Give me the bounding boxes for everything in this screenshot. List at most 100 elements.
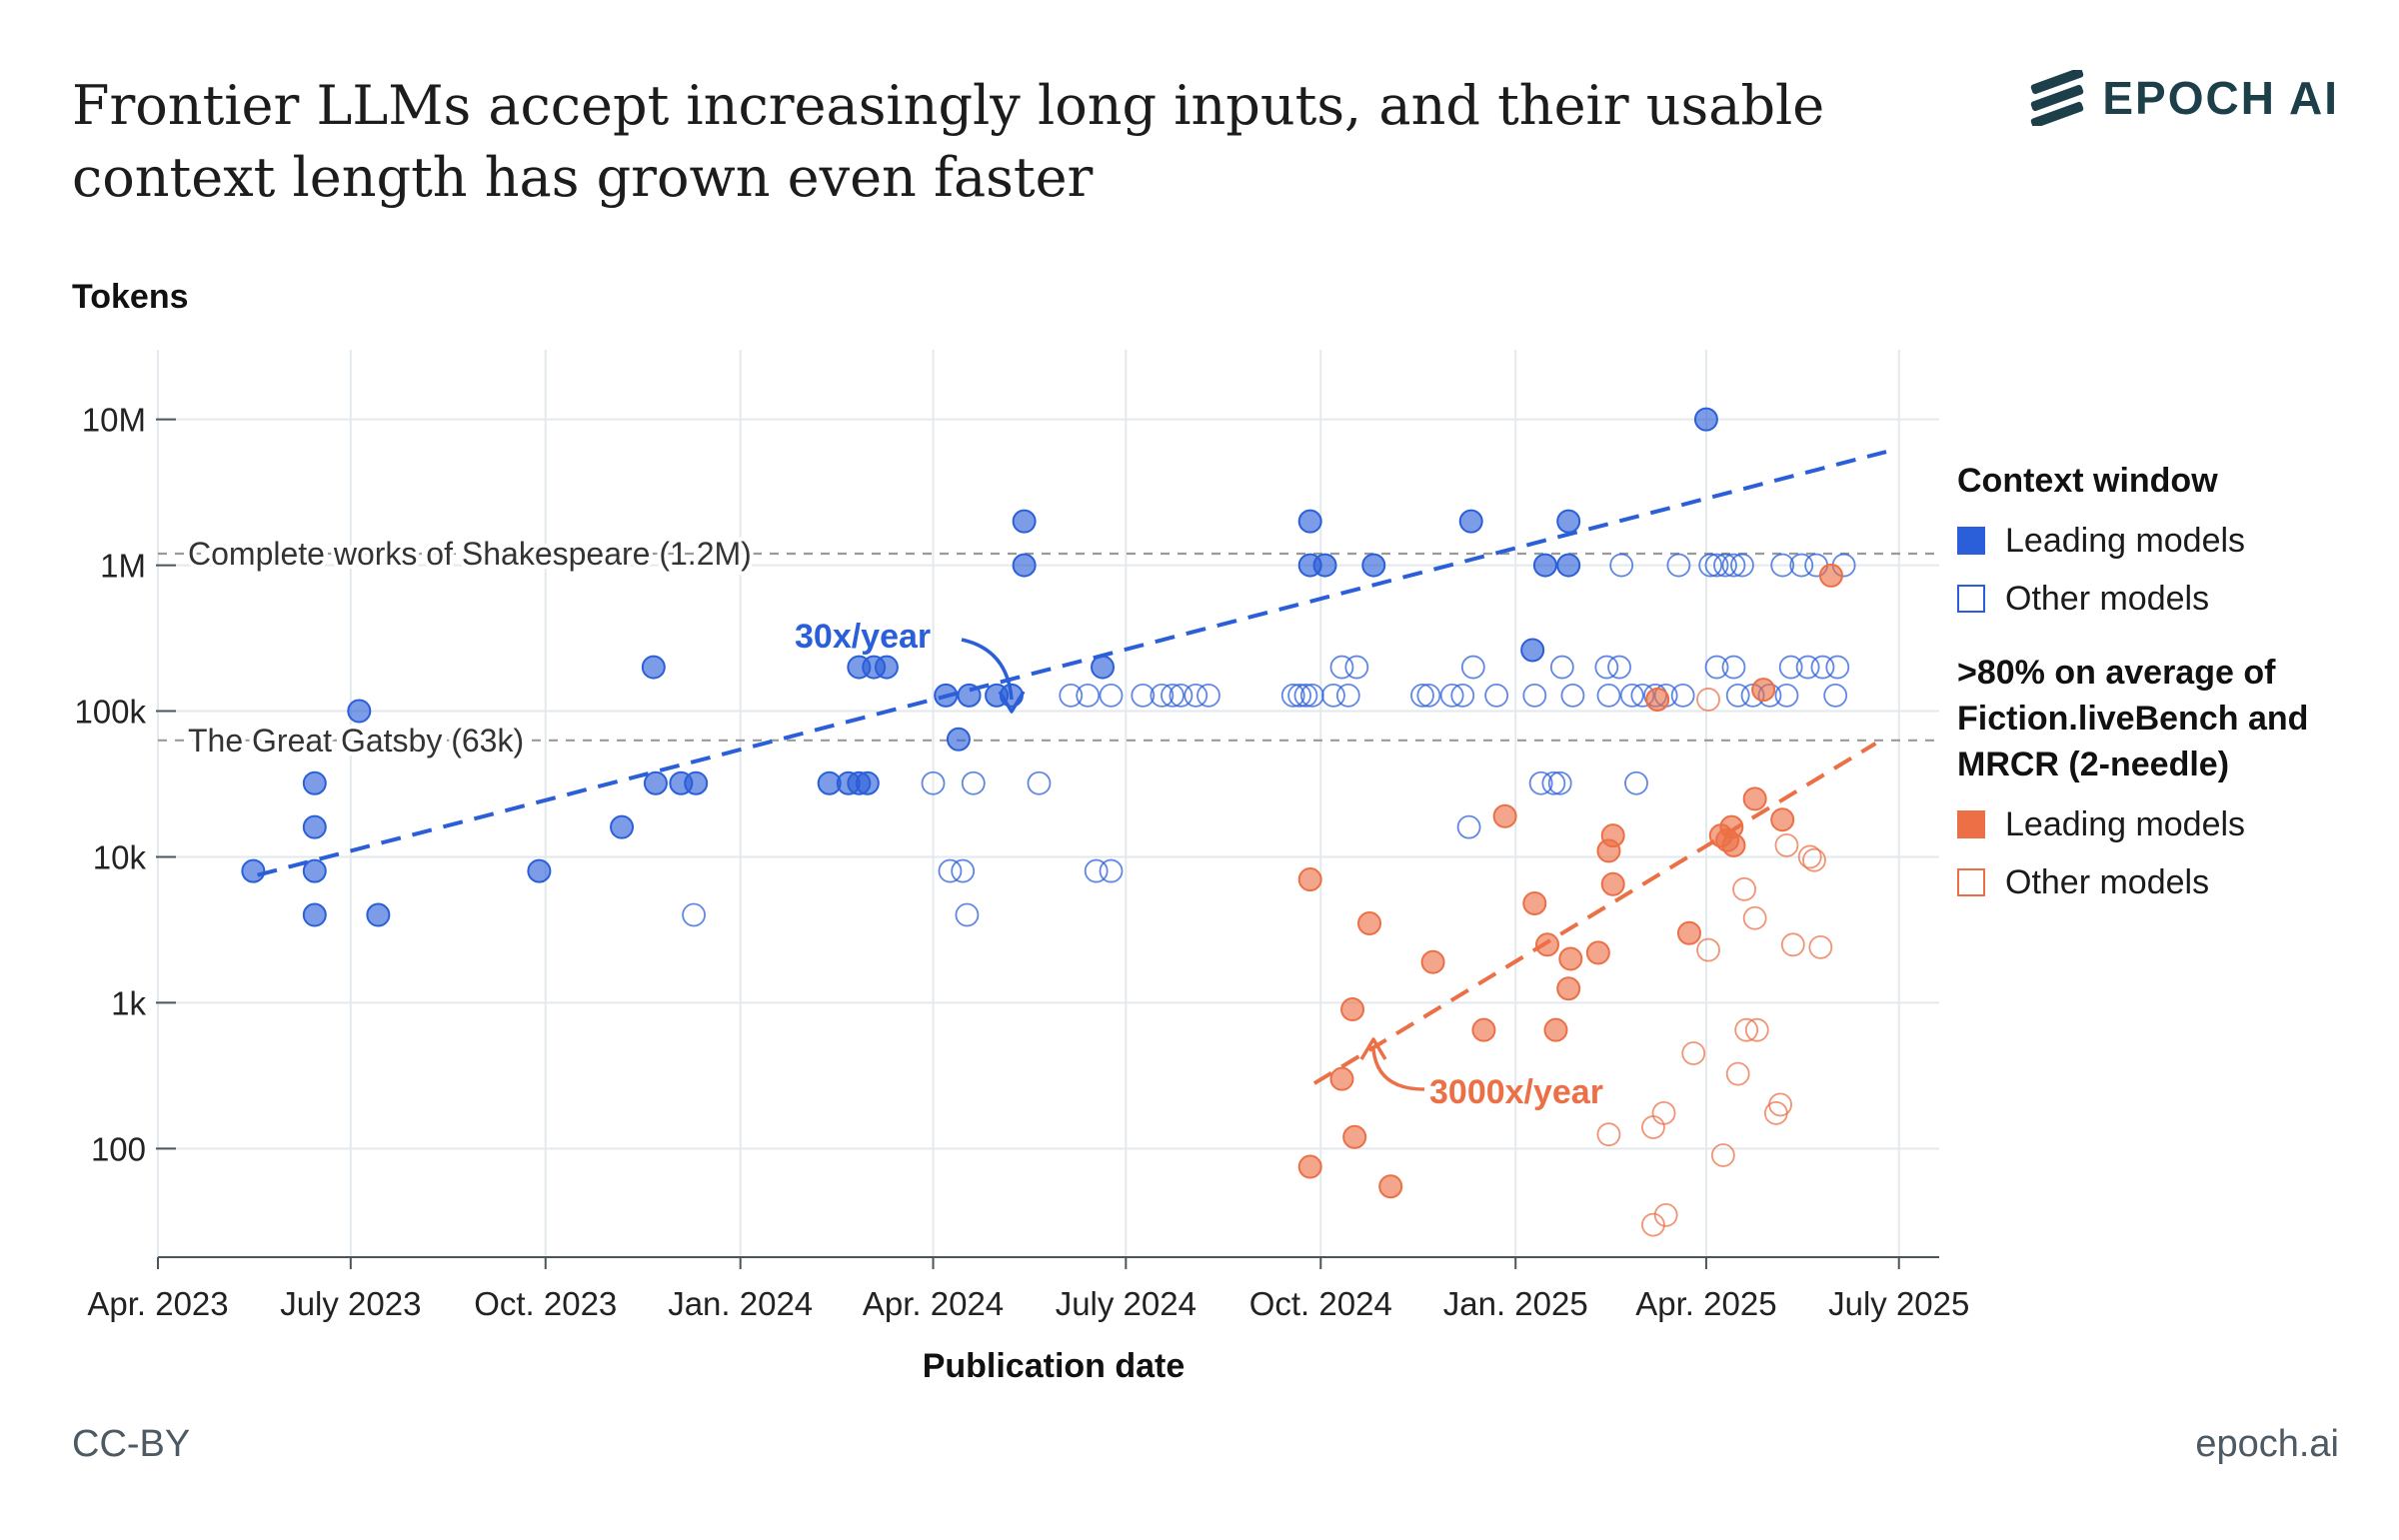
context-other-point xyxy=(1335,683,1360,708)
context-other-point xyxy=(1131,683,1156,708)
legend-item-usable-leading[interactable]: Leading models xyxy=(1957,795,2377,853)
usable-other-point xyxy=(1774,832,1799,857)
usable-leading-point xyxy=(1378,1174,1403,1199)
context-other-point xyxy=(1027,770,1052,795)
context-leading-point xyxy=(347,699,372,724)
usable-other-point xyxy=(1734,1017,1759,1042)
site-link[interactable]: epoch.ai xyxy=(2195,1423,2339,1465)
context-leading-point xyxy=(1532,553,1557,578)
context-other-point xyxy=(1704,655,1729,680)
context-other-point xyxy=(1161,683,1185,708)
context-other-point xyxy=(1528,770,1553,795)
usable-leading-point xyxy=(1600,823,1625,848)
context-other-point xyxy=(1666,553,1691,578)
legend-item-usable-other[interactable]: Other models xyxy=(1957,853,2377,911)
usable-leading-point xyxy=(1471,1017,1496,1042)
legend-label: Leading models xyxy=(2005,521,2246,560)
context-other-point xyxy=(1344,655,1369,680)
usable-other-point xyxy=(1780,932,1805,957)
context-leading-point xyxy=(1361,553,1386,578)
context-other-point xyxy=(1624,770,1648,795)
context-other-point xyxy=(1596,683,1621,708)
context-other-point xyxy=(1609,553,1634,578)
usable-leading-point xyxy=(1492,803,1517,828)
context-leading-point xyxy=(1012,509,1037,534)
context-leading-point xyxy=(1297,509,1322,534)
usable-other-point xyxy=(1596,1122,1621,1147)
context-leading-point xyxy=(366,902,391,927)
x-axis-label: Publication date xyxy=(922,1347,1186,1385)
context-other-point xyxy=(1560,683,1585,708)
x-tick-label: July 2023 xyxy=(280,1285,421,1322)
y-tick-label: 10k xyxy=(93,838,147,875)
context-other-point xyxy=(1594,655,1619,680)
context-other-point xyxy=(921,770,946,795)
context-other-point xyxy=(1774,683,1799,708)
legend-title-context: Context window xyxy=(1957,462,2218,500)
context-trend-label: 30x/year xyxy=(795,618,931,656)
reference-lines-layer: Complete works of Shakespeare (1.2M) The … xyxy=(158,532,1939,763)
legend-item-context-other[interactable]: Other models xyxy=(1957,570,2377,628)
usable-other-point xyxy=(1641,1212,1665,1237)
usable-leading-point xyxy=(1770,807,1795,832)
legend-swatch-orange-outline xyxy=(1957,868,1985,896)
x-tick-label: Jan. 2024 xyxy=(668,1285,813,1322)
legend-item-context-leading[interactable]: Leading models xyxy=(1957,512,2377,570)
context-other-point xyxy=(1456,814,1481,839)
legend-swatch-blue-filled xyxy=(1957,527,1985,555)
context-other-point xyxy=(1547,770,1572,795)
usable-leading-point xyxy=(1742,786,1767,811)
x-tick-label: Oct. 2023 xyxy=(474,1285,617,1322)
legend-swatch-orange-filled xyxy=(1957,810,1985,838)
grid-layer xyxy=(157,350,1939,1257)
context-other-point xyxy=(682,902,706,927)
y-tick-label: 1k xyxy=(111,984,146,1021)
y-tick-label: 100k xyxy=(74,694,146,731)
context-other-point xyxy=(1721,553,1746,578)
context-leading-point xyxy=(302,858,327,883)
context-other-point xyxy=(1059,683,1084,708)
context-other-point xyxy=(1076,683,1101,708)
y-tick-label: 10M xyxy=(82,402,146,439)
usable-trend-label: 3000x/year xyxy=(1429,1073,1603,1111)
usable-leading-point xyxy=(1329,1066,1354,1091)
usable-other-point xyxy=(1797,844,1822,869)
context-other-point xyxy=(961,770,986,795)
context-other-point xyxy=(938,858,963,883)
usable-leading-point xyxy=(1751,678,1776,703)
context-leading-point xyxy=(302,902,327,927)
context-leading-point xyxy=(610,814,635,839)
context-other-point xyxy=(1698,553,1723,578)
context-trend-arrow xyxy=(961,638,1014,701)
context-other-point xyxy=(951,858,976,883)
y-axis-label: Tokens xyxy=(72,278,189,316)
context-other-point xyxy=(1184,683,1208,708)
context-other-point xyxy=(1619,683,1644,708)
context-other-point xyxy=(1549,655,1574,680)
context-leading-point xyxy=(1556,509,1581,534)
context-other-point xyxy=(1721,655,1746,680)
usable-other-point xyxy=(1742,905,1767,930)
usable-other-point xyxy=(1763,1100,1788,1125)
context-leading-point xyxy=(643,770,668,795)
context-other-point xyxy=(1810,655,1835,680)
legend-label: Other models xyxy=(2005,579,2210,618)
context-leading-point xyxy=(302,814,327,839)
context-other-point xyxy=(1778,655,1803,680)
usable-leading-point xyxy=(1420,949,1445,974)
context-trend-arrowhead xyxy=(998,691,1026,714)
context-other-point xyxy=(1099,683,1124,708)
context-leading-point xyxy=(684,770,709,795)
chart-title: Frontier LLMs accept increasingly long i… xyxy=(72,74,1825,209)
usable-leading-point xyxy=(1340,997,1365,1022)
usable-other-point xyxy=(1732,876,1756,901)
usable-other-point xyxy=(1808,934,1833,959)
context-other-point xyxy=(1439,683,1464,708)
context-other-point xyxy=(1329,655,1354,680)
usable-other-point xyxy=(1710,1143,1735,1167)
context-leading-point xyxy=(1693,407,1718,432)
context-leading-point xyxy=(241,858,266,883)
legend-label: Leading models xyxy=(2005,804,2246,843)
context-other-point xyxy=(1823,683,1848,708)
context-other-point xyxy=(1450,683,1475,708)
